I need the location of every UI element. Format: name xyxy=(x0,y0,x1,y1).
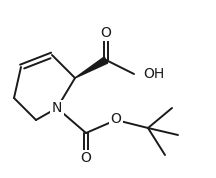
Text: N: N xyxy=(52,101,62,115)
Polygon shape xyxy=(75,57,108,78)
Text: O: O xyxy=(111,112,121,126)
Text: OH: OH xyxy=(143,67,164,81)
Text: O: O xyxy=(101,26,111,40)
Text: O: O xyxy=(81,151,91,165)
